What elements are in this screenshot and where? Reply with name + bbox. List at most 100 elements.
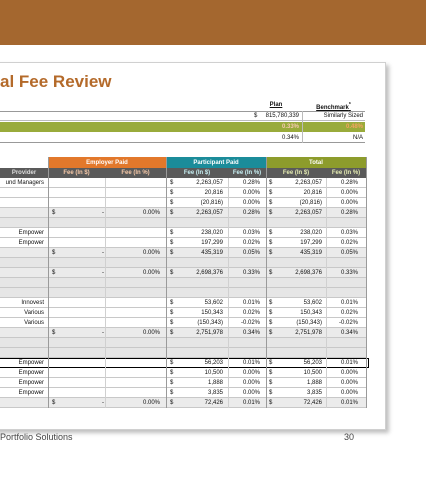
table-cell: 0.33% <box>242 270 260 276</box>
table-cell: (20,816) <box>299 200 322 206</box>
table-cell: $ <box>170 360 174 366</box>
table-cell: 0.02% <box>242 310 260 316</box>
summary-cell: Similarly Sized <box>323 113 363 119</box>
table-row <box>0 188 366 198</box>
table-cell: $ <box>170 390 174 396</box>
table-row <box>0 368 366 378</box>
table-row <box>0 298 366 308</box>
table-cell: $ <box>170 180 174 186</box>
table-cell: (150,343) <box>197 320 223 326</box>
table-cell: 0.34% <box>242 330 260 336</box>
summary-row-highlight <box>0 122 365 132</box>
column-divider <box>48 157 49 408</box>
table-cell: Empower <box>18 370 44 376</box>
table-row <box>0 228 366 238</box>
table-cell: $ <box>170 370 174 376</box>
table-cell: - <box>102 400 104 406</box>
table-cell: 0.28% <box>340 180 358 186</box>
table-cell: 0.00% <box>340 380 358 386</box>
table-cell: $ <box>269 270 273 276</box>
table-cell: 2,751,978 <box>196 330 223 336</box>
row-highlight <box>0 358 369 368</box>
table-cell: $ <box>170 300 174 306</box>
summary-cell: 0.33% <box>281 124 299 130</box>
table-cell: $ <box>170 210 174 216</box>
table-cell: 56,203 <box>303 360 322 366</box>
group-header: Total <box>309 159 323 166</box>
table-cell: 0.34% <box>340 330 358 336</box>
table-row <box>0 348 366 358</box>
summary-divider <box>302 111 303 143</box>
table-cell: $ <box>170 270 174 276</box>
table-cell: $ <box>170 240 174 246</box>
table-cell: 72,426 <box>204 400 223 406</box>
table-cell: und Managers <box>5 180 44 186</box>
column-divider <box>366 157 367 408</box>
table-cell: - <box>102 210 104 216</box>
table-cell: $ <box>269 310 273 316</box>
summary-row <box>0 133 365 143</box>
subheader: Fee (In $) <box>63 170 90 176</box>
table-cell: $ <box>170 250 174 256</box>
summary-cell: 815,780,339 <box>265 113 299 119</box>
table-cell: 72,426 <box>303 400 322 406</box>
page-number: 30 <box>344 432 355 442</box>
table-cell: 10,500 <box>303 370 322 376</box>
table-cell: 0.03% <box>242 230 260 236</box>
table-cell: 0.01% <box>340 360 358 366</box>
table-cell: - <box>102 250 104 256</box>
table-cell: $ <box>269 180 273 186</box>
table-cell: 20,816 <box>303 190 322 196</box>
table-cell: $ <box>170 400 174 406</box>
table-cell: - <box>102 270 104 276</box>
table-cell: 0.00% <box>242 190 260 196</box>
table-cell: $ <box>170 200 174 206</box>
table-cell: Innovest <box>21 300 44 306</box>
table-cell: 0.00% <box>242 380 260 386</box>
table-cell: 10,500 <box>204 370 223 376</box>
table-cell: 56,203 <box>204 360 223 366</box>
subheader: Fee (In %) <box>331 170 361 176</box>
table-cell: 0.01% <box>242 300 260 306</box>
summary-header: Benchmark* <box>316 102 351 111</box>
group-header-bg <box>266 157 366 168</box>
subheader: Fee (In $) <box>183 170 211 176</box>
column-divider <box>228 178 229 408</box>
table-cell: $ <box>269 400 273 406</box>
table-cell: $ <box>170 190 174 196</box>
subheader: Provider <box>11 170 37 176</box>
table-cell: $ <box>170 320 174 326</box>
table-cell: - <box>102 330 104 336</box>
table-cell: 1,888 <box>207 380 223 386</box>
column-divider <box>326 178 327 408</box>
table-row <box>0 388 366 398</box>
table-cell: 0.05% <box>340 250 358 256</box>
table-cell: $ <box>269 330 273 336</box>
table-cell: 3,835 <box>306 390 322 396</box>
table-cell: $ <box>52 330 56 336</box>
table-cell: 0.00% <box>142 250 160 256</box>
table-cell: $ <box>170 380 174 386</box>
summary-cell: $ <box>254 113 258 119</box>
table-cell: 2,698,376 <box>295 270 322 276</box>
table-cell: 0.33% <box>340 270 358 276</box>
table-cell: -0.02% <box>240 320 260 326</box>
table-cell: $ <box>269 360 273 366</box>
table-cell: 0.00% <box>340 190 358 196</box>
table-cell: $ <box>52 270 56 276</box>
table-cell: $ <box>269 240 273 246</box>
table-cell: 435,319 <box>201 250 223 256</box>
table-cell: $ <box>170 310 174 316</box>
table-cell: 435,319 <box>300 250 322 256</box>
table-cell: 0.02% <box>242 240 260 246</box>
subheader-bg <box>0 168 366 178</box>
group-header: Participant Paid <box>193 159 239 166</box>
table-cell: 197,299 <box>201 240 223 246</box>
table-row <box>0 328 366 338</box>
table-cell: 238,020 <box>201 230 223 236</box>
table-row <box>0 338 366 348</box>
column-divider <box>105 178 106 408</box>
table-cell: Empower <box>18 230 44 236</box>
table-cell: 2,263,057 <box>196 210 223 216</box>
group-header-bg <box>48 157 166 168</box>
